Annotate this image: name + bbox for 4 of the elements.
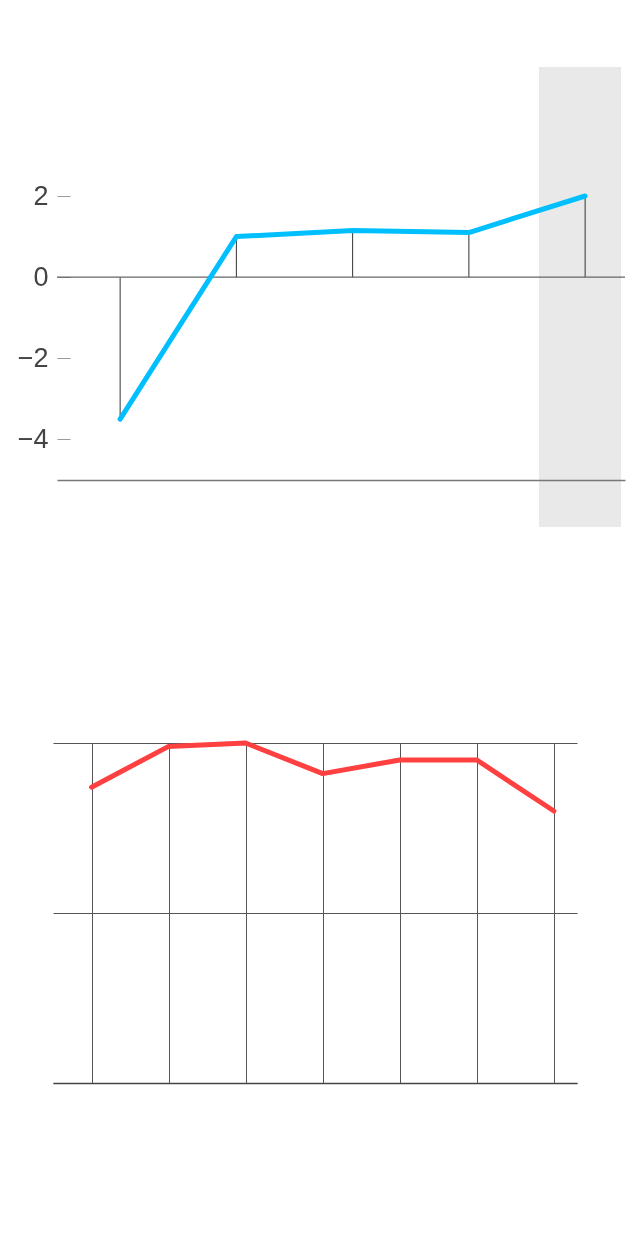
- y-tick-label: −2: [17, 342, 49, 373]
- y-tick-label: 0: [33, 261, 49, 292]
- y-tick-label: −4: [17, 423, 49, 454]
- y-tick-label: 2: [33, 180, 49, 211]
